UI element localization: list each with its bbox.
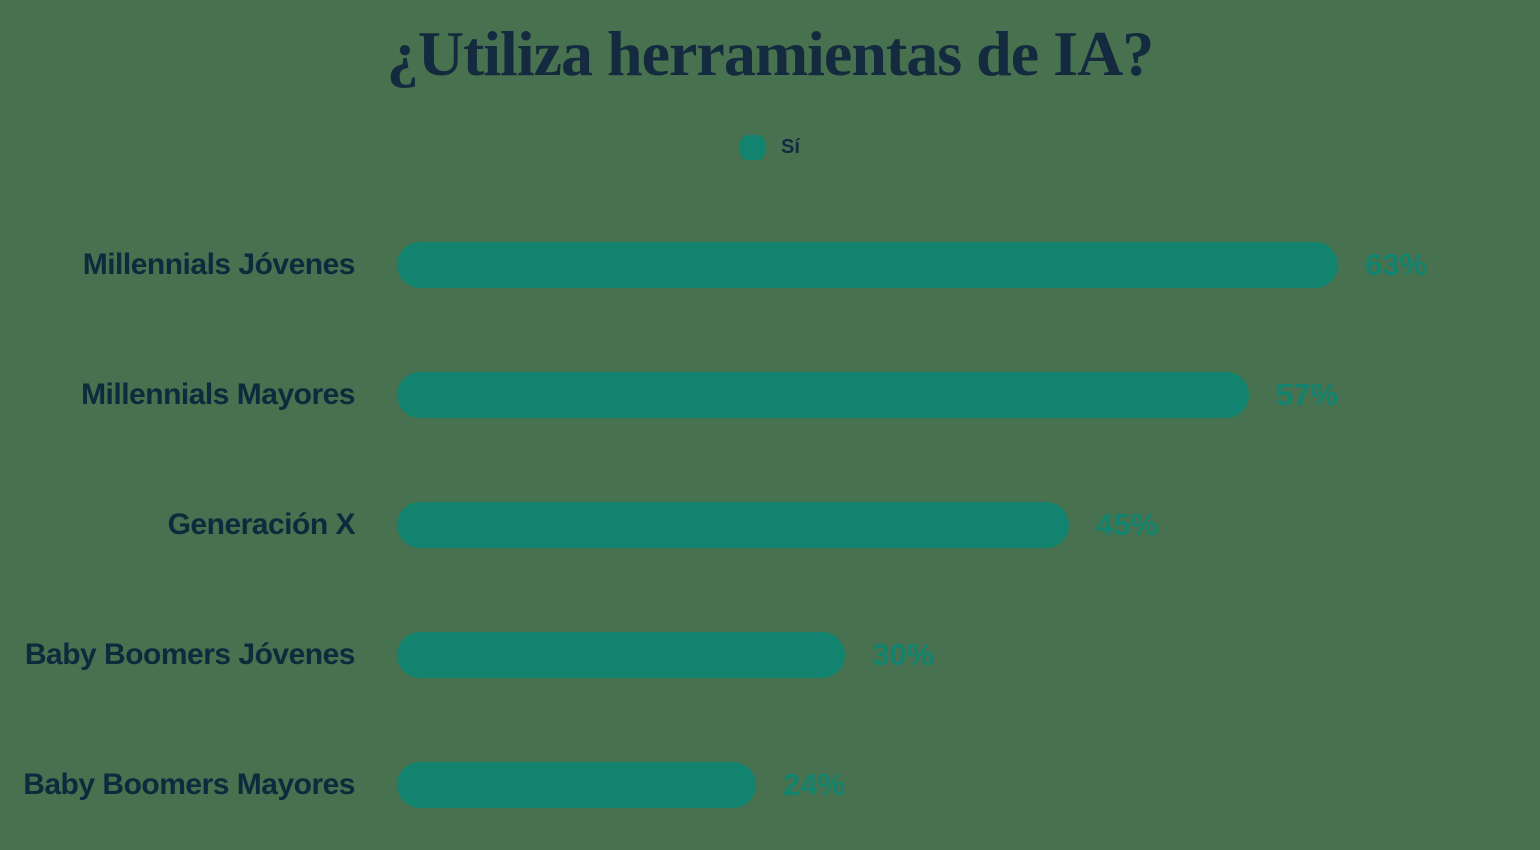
chart-title: ¿Utiliza herramientas de IA? bbox=[386, 18, 1155, 89]
category-label: Millennials Mayores bbox=[81, 377, 355, 411]
bar-track: 45% bbox=[397, 501, 1540, 548]
value-label: 57% bbox=[1276, 376, 1339, 412]
bar-row: Millennials Mayores 57% bbox=[0, 330, 1540, 460]
bar bbox=[397, 631, 845, 678]
bar bbox=[397, 501, 1069, 548]
value-label: 24% bbox=[783, 766, 846, 802]
legend-label: Sí bbox=[781, 136, 800, 159]
category-label: Baby Boomers Mayores bbox=[23, 767, 355, 801]
value-label: 63% bbox=[1365, 246, 1428, 282]
category-label: Millennials Jóvenes bbox=[82, 247, 356, 281]
category-label: Baby Boomers Jóvenes bbox=[24, 637, 356, 671]
bar-track: 63% bbox=[397, 241, 1540, 288]
bar-row: Baby Boomers Mayores 24% bbox=[0, 720, 1540, 850]
bar bbox=[397, 371, 1249, 418]
bar-row: Baby Boomers Jóvenes 30% bbox=[0, 590, 1540, 720]
bar-track: 24% bbox=[397, 761, 1540, 808]
bar-track: 30% bbox=[397, 631, 1540, 678]
bar-row: Millennials Jóvenes 63% bbox=[0, 200, 1540, 330]
value-label: 30% bbox=[872, 636, 935, 672]
bar bbox=[397, 761, 756, 808]
category-label: Generación X bbox=[167, 507, 356, 541]
bar-rows: Millennials Jóvenes 63% Millennials Mayore… bbox=[0, 200, 1540, 850]
legend: Sí bbox=[0, 135, 1540, 161]
bar-track: 57% bbox=[397, 371, 1540, 418]
legend-color-swatch bbox=[740, 135, 766, 161]
bar-row: Generación X 45% bbox=[0, 460, 1540, 590]
bar bbox=[397, 241, 1338, 288]
value-label: 45% bbox=[1096, 506, 1159, 542]
